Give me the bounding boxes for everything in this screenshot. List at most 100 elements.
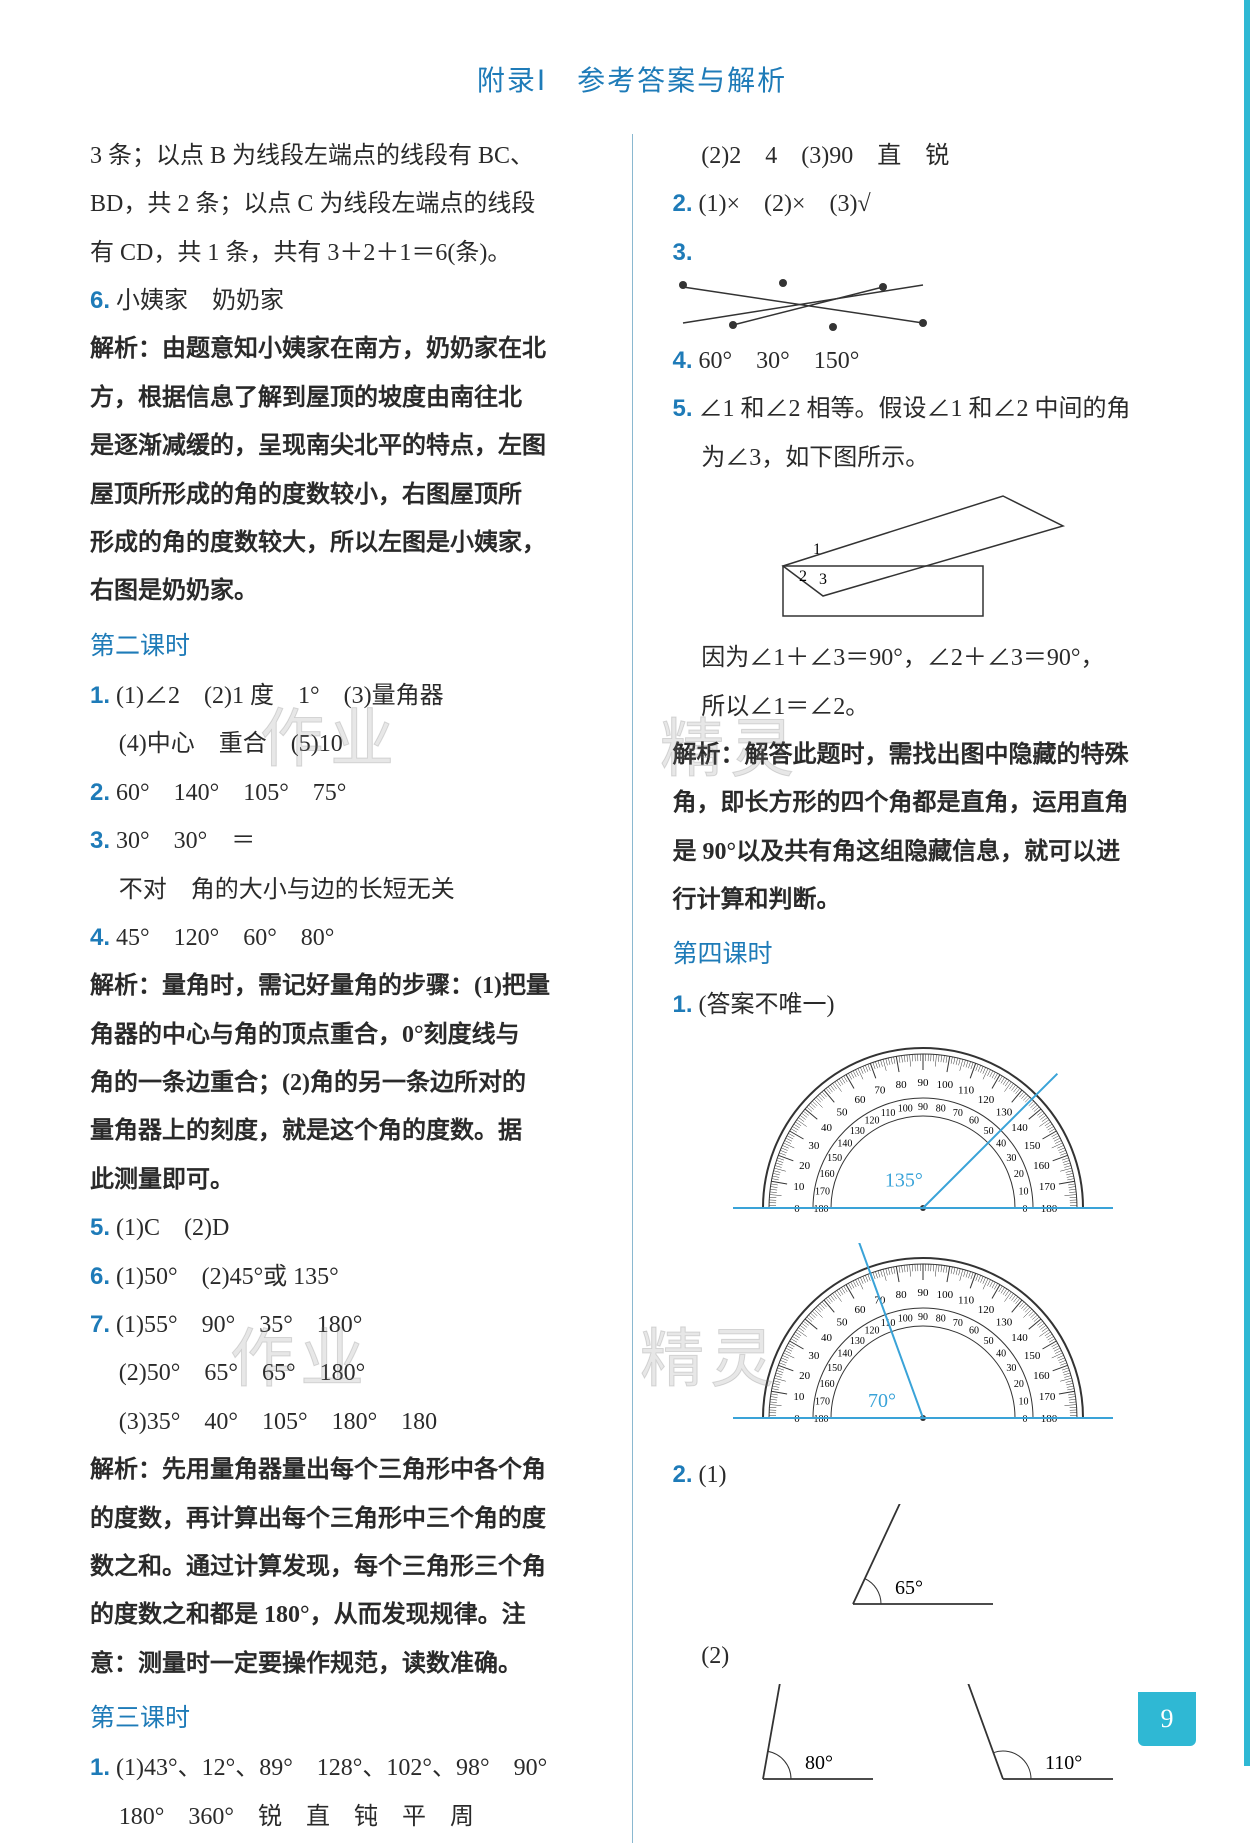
svg-text:120: 120: [864, 1326, 879, 1337]
svg-text:160: 160: [819, 1169, 834, 1180]
svg-text:110: 110: [958, 1085, 975, 1097]
question-line: 1. (1)∠2 (2)1 度 1° (3)量角器: [90, 674, 592, 718]
text-line: 有 CD，共 1 条，共有 3＋2＋1＝6(条)。: [90, 231, 592, 275]
angle-65-figure: 65°: [813, 1504, 1073, 1624]
answer-text: 45° 120° 60° 80°: [110, 925, 334, 951]
left-column: 3 条；以点 B 为线段左端点的线段有 BC、 BD，共 2 条；以点 C 为线…: [90, 134, 592, 1843]
answer-text: 30° 30° ＝: [110, 828, 255, 854]
page-header: 附录Ⅰ 参考答案与解析: [90, 56, 1174, 108]
text-line: 3 条；以点 B 为线段左端点的线段有 BC、: [90, 134, 592, 178]
svg-text:20: 20: [1013, 1169, 1023, 1180]
analysis-line: 角，即长方形的四个角都是直角，运用直角: [673, 781, 1175, 825]
analysis-line: 角的一条边重合；(2)角的另一条边所对的: [90, 1061, 592, 1105]
svg-text:20: 20: [1013, 1379, 1023, 1390]
question-line: 6. (1)50° (2)45°或 135°: [90, 1255, 592, 1299]
answer-text: (答案不唯一): [693, 992, 835, 1018]
svg-text:65°: 65°: [895, 1577, 923, 1599]
question-number: 6.: [90, 287, 110, 314]
svg-text:30: 30: [808, 1350, 820, 1362]
svg-text:90: 90: [918, 1102, 928, 1113]
svg-text:3: 3: [819, 571, 827, 588]
question-line: 1. (1)43°、12°、89° 128°、102°、98° 90°: [90, 1746, 592, 1790]
svg-text:10: 10: [1018, 1396, 1028, 1407]
analysis-label: 解析：: [90, 1457, 162, 1483]
svg-text:80: 80: [935, 1104, 945, 1115]
protractor-1-wrap: 0180101702016030150401405013060120701108…: [673, 1033, 1175, 1233]
question-number: 1.: [673, 991, 693, 1018]
angle-80-figure: 80°: [733, 1684, 913, 1794]
analysis-line: 右图是奶奶家。: [90, 569, 592, 613]
answer-text: (2): [673, 1634, 1175, 1678]
answer-text: (1)55° 90° 35° 180°: [110, 1312, 362, 1338]
question-6: 6. 小姨家 奶奶家: [90, 279, 592, 323]
question-number: 2.: [673, 190, 693, 217]
question-line: 2. (1)× (2)× (3)√: [673, 182, 1175, 226]
rectangle-angle-figure: 123: [763, 486, 1083, 626]
svg-text:150: 150: [827, 1153, 842, 1164]
column-divider: [632, 134, 633, 1843]
question-line: 2. 60° 140° 105° 75°: [90, 771, 592, 815]
svg-text:2: 2: [799, 568, 807, 585]
answer-text: 所以∠1＝∠2。: [673, 685, 1175, 729]
answer-text: (1)43°、12°、89° 128°、102°、98° 90°: [110, 1755, 547, 1781]
section-title-lesson3: 第三课时: [90, 1696, 592, 1742]
answer-text: (2)50° 65° 65° 180°: [90, 1351, 592, 1395]
analysis-line: 意：测量时一定要操作规范，读数准确。: [90, 1642, 592, 1686]
answer-text: 为∠3，如下图所示。: [673, 436, 1175, 480]
angle-65-wrap: 65°: [673, 1504, 1175, 1624]
svg-text:90: 90: [917, 1287, 929, 1299]
svg-text:60: 60: [854, 1094, 866, 1106]
analysis-line: 方，根据信息了解到屋顶的坡度由南往北: [90, 376, 592, 420]
svg-text:90: 90: [917, 1077, 929, 1089]
analysis-line: 此测量即可。: [90, 1158, 592, 1202]
svg-text:160: 160: [1033, 1160, 1050, 1172]
analysis-label: 解析：: [673, 742, 745, 768]
svg-text:20: 20: [799, 1370, 811, 1382]
svg-text:170: 170: [815, 1186, 830, 1197]
svg-text:30: 30: [1006, 1363, 1016, 1374]
svg-text:40: 40: [820, 1122, 832, 1134]
svg-text:40: 40: [996, 1139, 1006, 1150]
svg-text:80°: 80°: [805, 1752, 833, 1774]
svg-text:110: 110: [958, 1295, 975, 1307]
analysis-line: 是 90°以及共有角这组隐藏信息，就可以进: [673, 830, 1175, 874]
text-line: BD，共 2 条；以点 C 为线段左端点的线段: [90, 182, 592, 226]
svg-text:50: 50: [836, 1317, 848, 1329]
svg-text:0: 0: [1022, 1414, 1027, 1425]
svg-text:70: 70: [952, 1318, 962, 1329]
question-number: 5.: [90, 1214, 110, 1241]
answer-text: 不对 角的大小与边的长短无关: [90, 868, 592, 912]
crossing-lines-figure: [673, 275, 933, 335]
section-title-lesson4: 第四课时: [673, 932, 1175, 978]
answer-text: (1)C (2)D: [110, 1215, 229, 1241]
svg-text:80: 80: [895, 1079, 907, 1091]
answer-text: (1): [693, 1462, 727, 1488]
svg-text:140: 140: [837, 1349, 852, 1360]
analysis-line: 形成的角的度数较大，所以左图是小姨家，: [90, 521, 592, 565]
analysis-line: 角器的中心与角的顶点重合，0°刻度线与: [90, 1013, 592, 1057]
svg-text:170: 170: [1038, 1181, 1055, 1193]
two-column-layout: 3 条；以点 B 为线段左端点的线段有 BC、 BD，共 2 条；以点 C 为线…: [90, 134, 1174, 1843]
svg-text:10: 10: [1018, 1186, 1028, 1197]
svg-text:60: 60: [969, 1326, 979, 1337]
svg-text:150: 150: [1023, 1350, 1040, 1362]
svg-text:70: 70: [952, 1108, 962, 1119]
answer-text: ∠1 和∠2 相等。假设∠1 和∠2 中间的角: [693, 396, 1131, 422]
right-column: (2)2 4 (3)90 直 锐 2. (1)× (2)× (3)√ 3. 4.…: [673, 134, 1175, 1843]
svg-text:100: 100: [897, 1314, 912, 1325]
svg-text:50: 50: [983, 1126, 993, 1137]
analysis-label: 解析：: [90, 973, 162, 999]
question-number: 5.: [673, 395, 693, 422]
svg-text:50: 50: [983, 1336, 993, 1347]
svg-text:60: 60: [854, 1304, 866, 1316]
svg-text:150: 150: [827, 1363, 842, 1374]
svg-text:120: 120: [977, 1094, 994, 1106]
answer-text: 小姨家 奶奶家: [110, 288, 284, 314]
question-line: 3. 30° 30° ＝: [90, 819, 592, 863]
question-number: 6.: [90, 1263, 110, 1290]
analysis-line: 解析：解答此题时，需找出图中隐藏的特殊: [673, 733, 1175, 777]
question-line: 5. ∠1 和∠2 相等。假设∠1 和∠2 中间的角: [673, 387, 1175, 431]
svg-text:80: 80: [935, 1314, 945, 1325]
answer-text: (2)2 4 (3)90 直 锐: [673, 134, 1175, 178]
svg-text:135°: 135°: [884, 1169, 922, 1191]
